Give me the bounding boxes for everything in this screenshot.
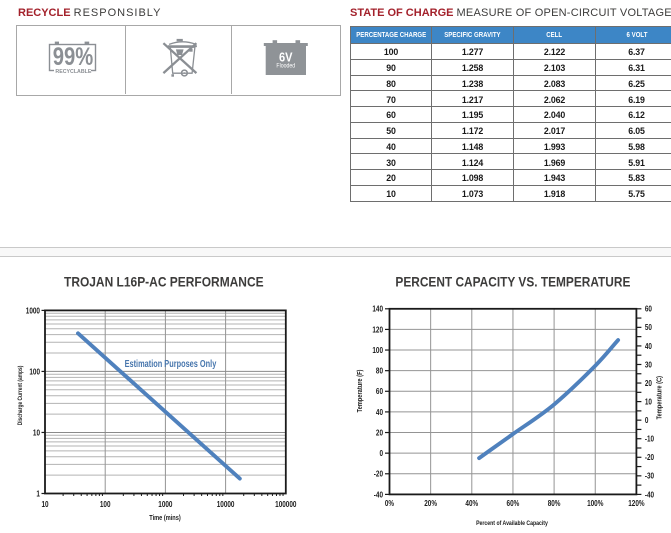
svg-text:10: 10	[645, 397, 652, 407]
svg-text:140: 140	[372, 304, 383, 314]
svg-text:-20: -20	[645, 452, 654, 462]
svg-text:30: 30	[645, 359, 652, 369]
svg-text:60: 60	[376, 386, 383, 396]
svg-text:-20: -20	[374, 469, 383, 479]
svg-text:100: 100	[100, 499, 111, 509]
svg-text:40: 40	[376, 407, 383, 417]
svg-text:-30: -30	[645, 471, 654, 481]
svg-text:120%: 120%	[628, 498, 645, 508]
svg-text:Discharge Current (amps): Discharge Current (amps)	[17, 366, 24, 426]
svg-text:Flooded: Flooded	[276, 63, 295, 70]
svg-text:0%: 0%	[385, 498, 395, 508]
svg-text:-10: -10	[645, 434, 654, 444]
svg-text:60: 60	[645, 304, 652, 314]
svg-text:1: 1	[36, 489, 40, 499]
svg-text:20: 20	[376, 428, 383, 438]
svg-text:Temperature (F): Temperature (F)	[356, 370, 364, 413]
svg-text:20%: 20%	[424, 498, 437, 508]
svg-text:80%: 80%	[548, 498, 561, 508]
svg-text:100000: 100000	[275, 499, 296, 509]
svg-text:1000: 1000	[26, 305, 40, 315]
svg-text:100%: 100%	[587, 498, 604, 508]
svg-text:10000: 10000	[217, 499, 235, 509]
svg-text:10: 10	[33, 427, 40, 437]
svg-text:6V: 6V	[279, 49, 293, 64]
svg-text:Temperature (C): Temperature (C)	[656, 376, 664, 420]
svg-text:Time (mins): Time (mins)	[149, 515, 180, 523]
svg-text:0: 0	[379, 448, 383, 458]
svg-text:120: 120	[372, 324, 383, 334]
svg-text:80: 80	[376, 366, 383, 376]
svg-text:-40: -40	[374, 489, 383, 499]
svg-text:PERCENT CAPACITY VS. TEMPERATU: PERCENT CAPACITY VS. TEMPERATURE	[395, 274, 630, 290]
svg-text:40%: 40%	[465, 498, 478, 508]
svg-text:0: 0	[645, 415, 649, 425]
svg-text:Percent of Available Capacity: Percent of Available Capacity	[476, 520, 548, 527]
svg-text:50: 50	[645, 322, 652, 332]
svg-text:99%: 99%	[53, 43, 94, 71]
svg-text:TROJAN L16P-AC PERFORMANCE: TROJAN L16P-AC PERFORMANCE	[64, 274, 264, 290]
svg-text:10: 10	[41, 499, 48, 509]
svg-text:-40: -40	[645, 489, 654, 499]
svg-text:RECYCLABLE: RECYCLABLE	[55, 69, 91, 75]
svg-text:100: 100	[29, 366, 40, 376]
svg-text:Estimation Purposes Only: Estimation Purposes Only	[125, 359, 217, 370]
svg-text:100: 100	[372, 345, 383, 355]
svg-text:60%: 60%	[507, 498, 520, 508]
svg-text:1000: 1000	[158, 499, 172, 509]
svg-text:40: 40	[645, 341, 652, 351]
svg-text:20: 20	[645, 378, 652, 388]
